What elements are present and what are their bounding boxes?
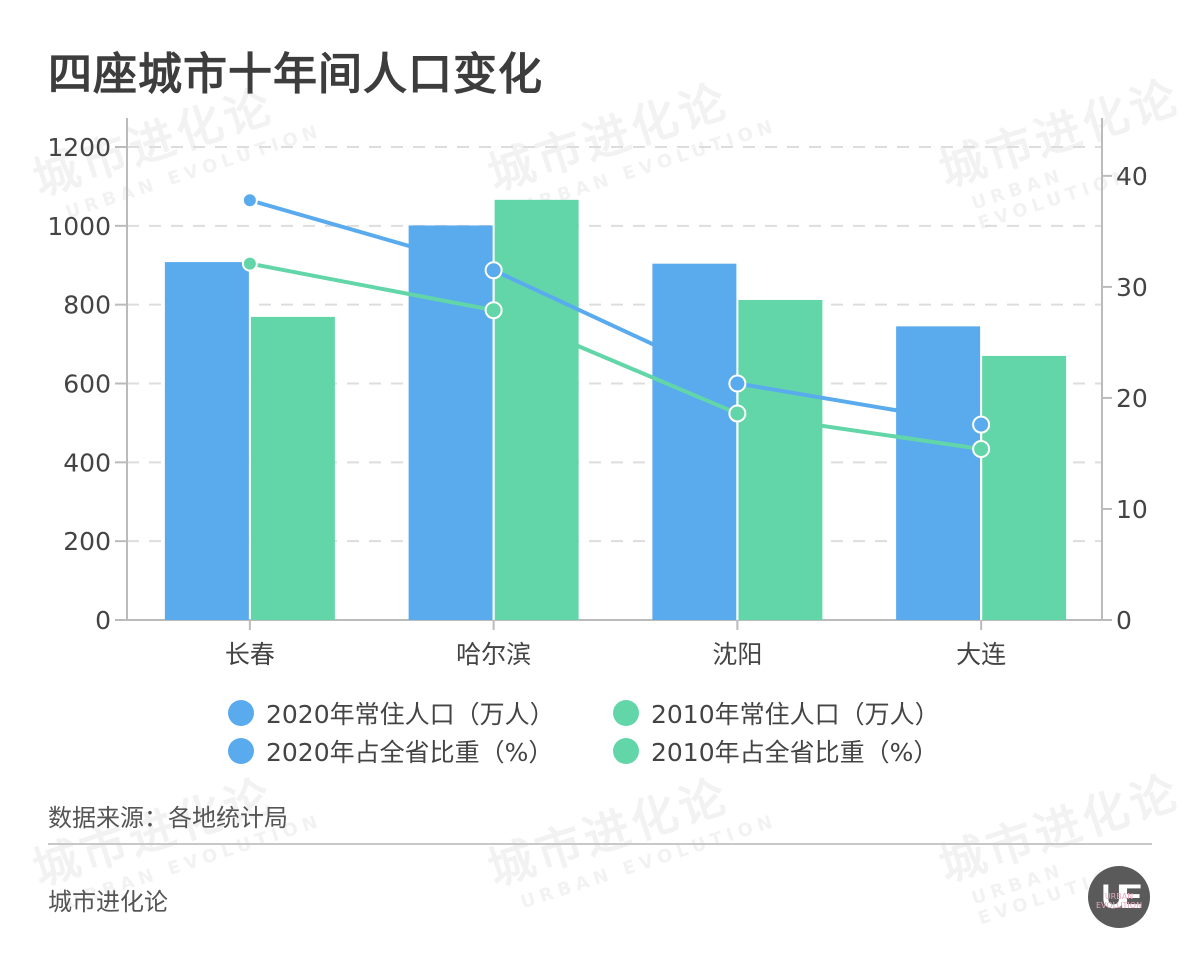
x-category-label: 沈阳 xyxy=(712,640,762,669)
y-right-tick-label: 0 xyxy=(1116,606,1132,635)
legend-item-2020-share[interactable]: 2020年占全省比重（%） xyxy=(228,733,613,769)
legend-item-2010-share[interactable]: 2010年占全省比重（%） xyxy=(613,733,938,769)
bars xyxy=(164,199,1067,621)
bar xyxy=(652,263,737,620)
combo-chart: 0 200 400 600 800 1000 1200 0 10 20 30 40 长春 哈尔滨 沈阳 大连 xyxy=(47,118,1148,669)
bar xyxy=(494,199,579,620)
line-marker xyxy=(972,415,991,434)
axis-labels: 0 200 400 600 800 1000 1200 0 10 20 30 40 长春 哈尔滨 沈阳 大连 xyxy=(47,133,1147,669)
y-left-tick-label: 200 xyxy=(63,527,111,556)
x-category-label: 大连 xyxy=(956,640,1006,669)
line-marker xyxy=(972,440,991,459)
line-series xyxy=(249,261,982,451)
y-right-tick-label: 10 xyxy=(1116,495,1148,524)
lines xyxy=(241,192,991,620)
bar xyxy=(738,299,823,620)
y-left-tick-label: 0 xyxy=(95,606,111,635)
line-marker xyxy=(484,261,503,280)
y-left-tick-label: 1000 xyxy=(47,212,111,241)
brand-logo-icon: UE URBAN EVOLUTION xyxy=(1088,866,1150,928)
y-left-tick-label: 1200 xyxy=(47,133,111,162)
data-source: 数据来源：各地统计局 xyxy=(48,804,288,832)
line-marker xyxy=(728,404,747,423)
line-marker xyxy=(728,374,747,393)
divider xyxy=(48,843,1152,845)
x-category-label: 哈尔滨 xyxy=(456,640,531,669)
bar xyxy=(982,355,1067,620)
bar xyxy=(250,316,335,620)
line-marker xyxy=(484,301,503,320)
bar xyxy=(164,262,249,620)
y-right-tick-label: 30 xyxy=(1116,273,1148,302)
legend-dot-icon xyxy=(613,738,639,764)
bar xyxy=(408,225,493,621)
y-left-tick-label: 400 xyxy=(63,448,111,477)
brand-name: 城市进化论 xyxy=(48,888,168,916)
bar xyxy=(896,326,981,620)
x-category-label: 长春 xyxy=(225,640,275,669)
legend-dot-icon xyxy=(228,700,254,726)
y-left-tick-label: 600 xyxy=(63,370,111,399)
legend-dot-icon xyxy=(613,700,639,726)
y-left-tick-label: 800 xyxy=(63,291,111,320)
chart-title: 四座城市十年间人口变化 xyxy=(48,49,543,100)
legend-dot-icon xyxy=(228,738,254,764)
line-series xyxy=(249,198,982,427)
line-marker xyxy=(241,192,258,209)
legend: 2020年常住人口（万人） 2010年常住人口（万人） 2020年占全省比重（%… xyxy=(228,694,988,770)
y-right-tick-label: 20 xyxy=(1116,384,1148,413)
legend-item-2010-population[interactable]: 2010年常住人口（万人） xyxy=(613,695,940,731)
legend-item-2020-population[interactable]: 2020年常住人口（万人） xyxy=(228,695,613,731)
watermark: 城市进化论 URBAN EVOLUTION xyxy=(481,768,780,914)
y-right-tick-label: 40 xyxy=(1116,162,1148,191)
line-marker xyxy=(241,255,258,272)
